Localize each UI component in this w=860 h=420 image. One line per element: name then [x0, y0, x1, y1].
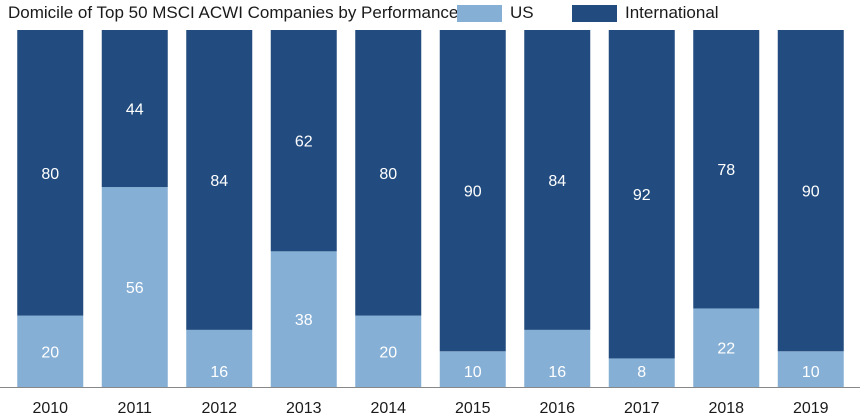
data-label-international-2019: 90	[802, 184, 820, 201]
data-label-international-2018: 78	[717, 162, 735, 179]
x-tick-label-2011: 2011	[118, 400, 153, 417]
legend-swatch-us	[457, 4, 502, 22]
x-tick-label-2018: 2018	[708, 400, 744, 417]
bar-international-2011	[101, 30, 168, 188]
data-label-international-2014: 80	[379, 166, 397, 183]
data-label-us-2012: 16	[210, 364, 228, 381]
x-tick-label-2016: 2016	[539, 400, 575, 417]
data-label-us-2018: 22	[717, 341, 735, 358]
bar-us-2013	[270, 251, 337, 387]
data-label-us-2016: 16	[548, 364, 566, 381]
bar-us-2012	[186, 329, 253, 387]
bar-us-2019	[777, 351, 844, 387]
legend-label-us: US	[510, 3, 534, 22]
legend-swatch-international	[572, 4, 617, 22]
bar-international-2018	[693, 30, 760, 309]
data-label-international-2016: 84	[548, 173, 566, 190]
bar-us-2018	[693, 308, 760, 387]
x-tick-label-2015: 2015	[455, 400, 491, 417]
chart-header: Domicile of Top 50 MSCI ACWI Companies b…	[0, 0, 860, 30]
data-label-international-2017: 92	[633, 187, 651, 204]
bar-international-2015	[439, 30, 506, 352]
x-tick-label-2019: 2019	[793, 400, 829, 417]
data-label-us-2014: 20	[379, 344, 397, 361]
bar-international-2013	[270, 30, 337, 252]
data-label-international-2010: 80	[41, 166, 59, 183]
bar-international-2012	[186, 30, 253, 330]
bar-international-2010	[17, 30, 84, 316]
data-label-us-2010: 20	[41, 344, 59, 361]
x-tick-label-2014: 2014	[370, 400, 406, 417]
bar-us-2014	[355, 315, 422, 387]
bar-international-2017	[608, 30, 675, 359]
bar-us-2017	[608, 358, 675, 387]
bar-us-2011	[101, 187, 168, 387]
x-tick-label-2012: 2012	[201, 400, 237, 417]
data-label-international-2012: 84	[210, 173, 228, 190]
legend-item-us: US	[457, 3, 534, 23]
data-label-us-2017: 8	[637, 364, 646, 381]
chart-title: Domicile of Top 50 MSCI ACWI Companies b…	[8, 3, 490, 22]
x-tick-label-2013: 2013	[286, 400, 322, 417]
bar-international-2014	[355, 30, 422, 316]
bar-international-2016	[524, 30, 591, 330]
bar-us-2015	[439, 351, 506, 387]
data-label-us-2013: 38	[295, 312, 313, 329]
legend-item-international: International	[572, 3, 719, 23]
data-label-us-2015: 10	[464, 364, 482, 381]
data-label-international-2015: 90	[464, 184, 482, 201]
bar-us-2010	[17, 315, 84, 387]
legend-label-international: International	[625, 3, 719, 22]
data-label-international-2011: 44	[126, 102, 144, 119]
data-label-us-2019: 10	[802, 364, 820, 381]
x-tick-label-2017: 2017	[624, 400, 660, 417]
x-tick-label-2010: 2010	[32, 400, 68, 417]
bar-international-2019	[777, 30, 844, 352]
data-label-us-2011: 56	[126, 280, 144, 297]
data-label-international-2013: 62	[295, 134, 313, 151]
bar-us-2016	[524, 329, 591, 387]
